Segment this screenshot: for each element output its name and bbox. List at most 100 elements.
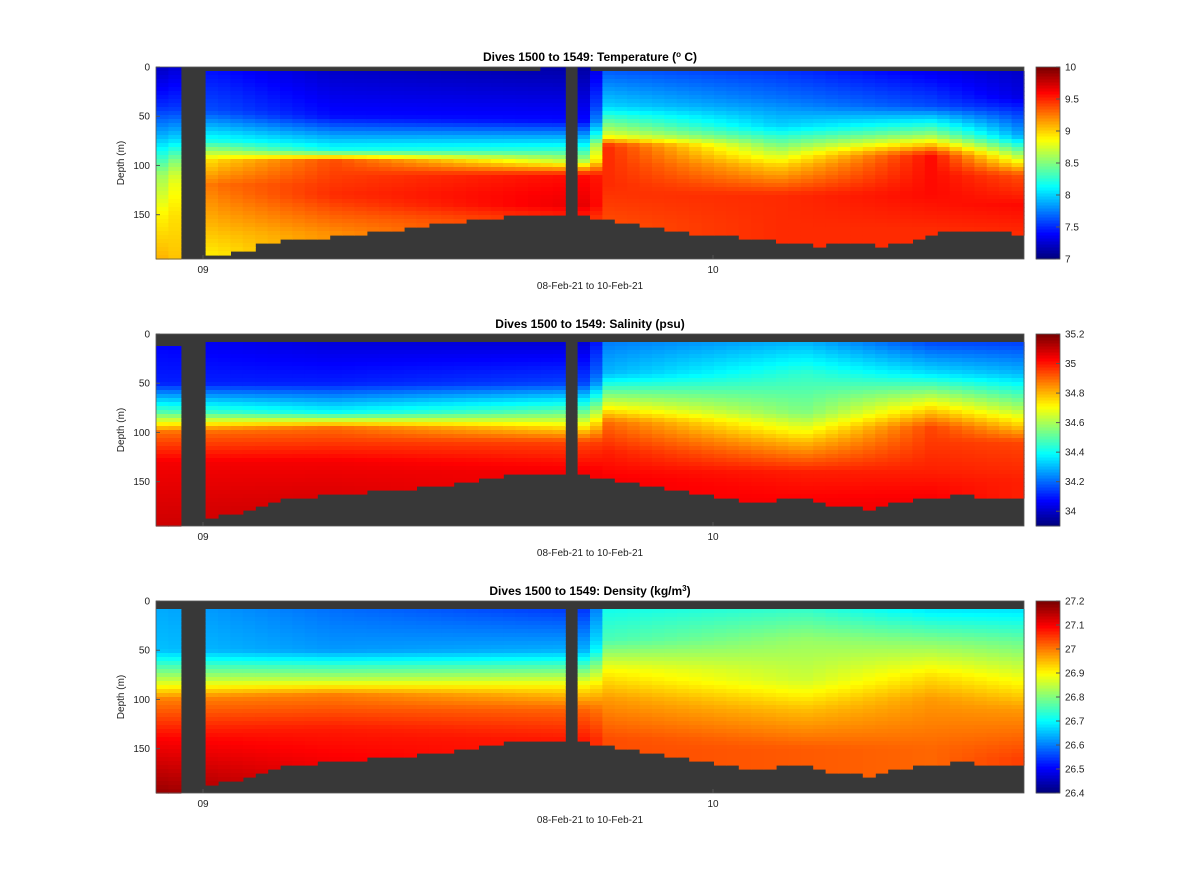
heatmap-cell [552, 107, 566, 112]
heatmap-cell [267, 346, 281, 351]
heatmap-cell [428, 342, 442, 347]
heatmap-cell [627, 195, 641, 200]
heatmap-cell [391, 139, 405, 144]
heatmap-cell [292, 223, 306, 228]
heatmap-cell [391, 422, 405, 427]
heatmap-cell [776, 115, 789, 120]
heatmap-cell [205, 179, 219, 184]
colorbar-segment [1036, 73, 1060, 77]
heatmap-cell [528, 163, 541, 168]
heatmap-cell [875, 394, 889, 399]
heatmap-cell [664, 215, 678, 220]
heatmap-cell [949, 223, 963, 228]
heatmap-cell [466, 119, 479, 124]
heatmap-cell [292, 87, 306, 92]
heatmap-cell [974, 211, 988, 216]
heatmap-cell [887, 418, 901, 423]
heatmap-cell [577, 95, 591, 100]
heatmap-cell [1011, 155, 1025, 160]
heatmap-cell [218, 95, 231, 100]
heatmap-cell [242, 79, 256, 84]
heatmap-cell [391, 155, 405, 160]
heatmap-cell [714, 195, 727, 200]
heatmap-cell [701, 450, 715, 455]
heatmap-cell [838, 410, 851, 415]
heatmap-cell [999, 143, 1013, 148]
heatmap-cell [726, 171, 740, 176]
heatmap-cell [255, 151, 269, 156]
heatmap-cell [280, 478, 293, 483]
heatmap-cell [379, 139, 393, 144]
heatmap-cell [342, 143, 355, 148]
heatmap-cell [850, 231, 864, 236]
heatmap-cell [255, 75, 269, 80]
heatmap-cell [528, 378, 541, 383]
heatmap-cell [986, 75, 1000, 80]
heatmap-cell [813, 103, 827, 108]
heatmap-cell [490, 159, 504, 164]
heatmap-cell [763, 179, 777, 184]
heatmap-cell [800, 119, 814, 124]
heatmap-cell [453, 151, 467, 156]
heatmap-cell [602, 91, 616, 96]
heatmap-cell [280, 211, 293, 216]
heatmap-cell [602, 362, 616, 367]
heatmap-cell [887, 374, 901, 379]
heatmap-cell [726, 394, 740, 399]
heatmap-cell [416, 358, 430, 363]
heatmap-cell [602, 87, 616, 92]
heatmap-cell [912, 223, 926, 228]
heatmap-cell [404, 358, 417, 363]
heatmap-cell [466, 171, 479, 176]
heatmap-cell [156, 430, 169, 435]
heatmap-cell [354, 103, 368, 108]
heatmap-cell [850, 382, 864, 387]
heatmap-cell [986, 223, 1000, 228]
heatmap-cell [912, 175, 926, 180]
heatmap-cell [825, 95, 839, 100]
heatmap-cell [428, 406, 442, 411]
heatmap-cell [156, 474, 169, 479]
heatmap-cell [416, 115, 430, 120]
heatmap-cell [404, 99, 417, 104]
heatmap-cell [664, 350, 678, 355]
heatmap-cell [528, 103, 541, 108]
heatmap-cell [887, 123, 901, 128]
heatmap-cell [701, 131, 715, 136]
heatmap-cell [714, 390, 727, 395]
heatmap-cell [937, 207, 951, 212]
heatmap-cell [503, 446, 517, 451]
heatmap-cell [168, 135, 182, 140]
heatmap-cell [453, 83, 467, 88]
heatmap-cell [280, 151, 293, 156]
heatmap-cell [577, 406, 591, 411]
heatmap-cell [453, 211, 467, 216]
heatmap-cell [255, 406, 269, 411]
heatmap-cell [267, 402, 281, 407]
heatmap-cell [726, 87, 740, 92]
heatmap-cell [292, 139, 306, 144]
heatmap-cell [478, 115, 492, 120]
heatmap-cell [900, 235, 913, 240]
heatmap-cell [776, 474, 789, 479]
heatmap-cell [292, 151, 306, 156]
heatmap-cell [912, 171, 926, 176]
heatmap-cell [602, 127, 616, 132]
heatmap-cell [515, 123, 529, 128]
heatmap-cell [714, 155, 727, 160]
heatmap-cell [986, 115, 1000, 120]
heatmap-cell [602, 119, 616, 124]
heatmap-cell [255, 438, 269, 443]
heatmap-cell [652, 211, 665, 216]
heatmap-cell [800, 171, 814, 176]
heatmap-cell [887, 490, 901, 495]
heatmap-cell [639, 470, 653, 475]
heatmap-cell [664, 478, 678, 483]
heatmap-cell [453, 139, 467, 144]
heatmap-cell [540, 187, 554, 192]
heatmap-cell [813, 131, 827, 136]
temperature-axes-frame [155, 66, 1025, 260]
heatmap-cell [800, 127, 814, 132]
heatmap-cell [924, 75, 938, 80]
heatmap-cell [590, 95, 603, 100]
